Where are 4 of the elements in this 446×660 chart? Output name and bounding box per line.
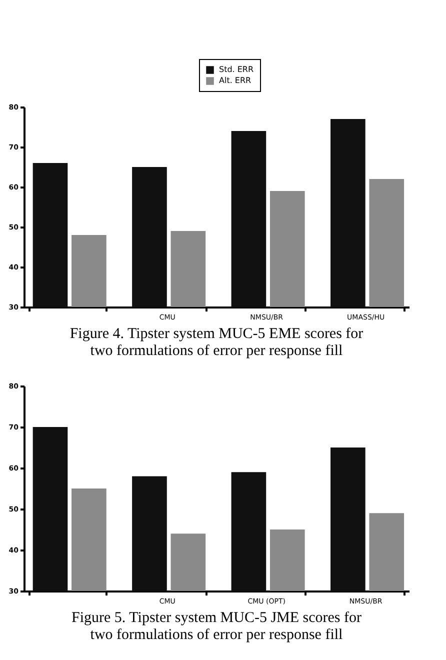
legend-label: Std. ERR [219,65,254,74]
caption: Figure 4. Tipster system MUC-5 EME scores for two formulations of error per response fill [70,326,364,359]
legend-label: Alt. ERR [219,76,252,85]
caption: Figure 5. Tipster system MUC-5 JME scores for two formulations of error per response fill [71,610,362,643]
